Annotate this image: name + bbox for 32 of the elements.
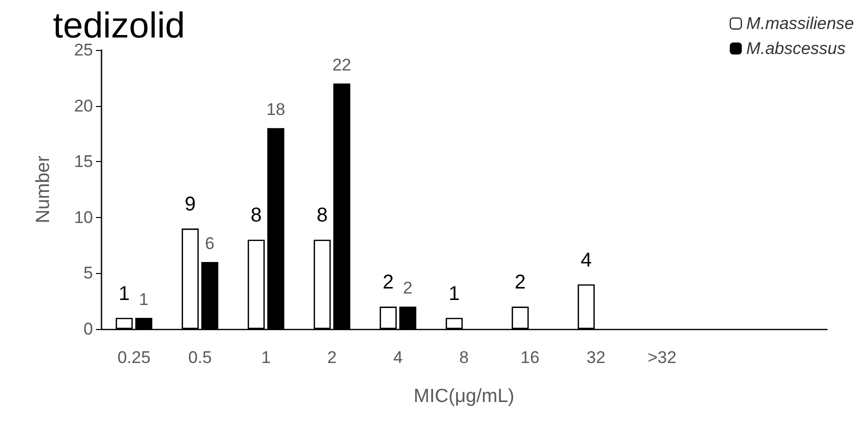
y-tick-label: 25: [74, 40, 93, 60]
x-tick-label: 32: [586, 348, 606, 367]
legend-label: M.abscessus: [746, 39, 846, 58]
y-tick-label: 15: [74, 152, 93, 172]
data-label: 8: [316, 204, 328, 227]
data-label: 6: [205, 234, 215, 254]
data-label: 1: [139, 290, 149, 309]
data-label: 2: [403, 278, 413, 298]
x-tick-label: 2: [327, 348, 337, 367]
x-axis-title: MIC(μg/mL): [414, 386, 514, 407]
data-label: 1: [448, 282, 460, 305]
y-tick-label: 5: [84, 264, 93, 283]
data-label: 1: [118, 282, 130, 305]
data-label: 2: [382, 272, 394, 294]
data-label: 22: [332, 55, 352, 74]
data-label: 2: [514, 272, 526, 294]
y-tick-label: 20: [74, 96, 93, 116]
legend-label: M.massiliense: [746, 14, 854, 33]
y-axis-title: Number: [33, 155, 54, 224]
y-tick-label: 10: [74, 208, 93, 227]
data-label: 4: [580, 249, 592, 272]
x-tick-label: 4: [393, 348, 403, 367]
x-tick-label: >32: [648, 348, 676, 367]
x-tick-label: 8: [459, 348, 469, 367]
x-tick-label: 0.5: [188, 348, 212, 367]
data-label: 9: [184, 194, 196, 216]
data-label: 8: [250, 204, 262, 227]
x-tick-label: 16: [520, 348, 540, 367]
x-tick-label: 0.25: [117, 348, 151, 367]
x-tick-label: 1: [261, 348, 271, 367]
data-label: 18: [266, 100, 286, 120]
y-tick-label: 0: [84, 320, 93, 338]
